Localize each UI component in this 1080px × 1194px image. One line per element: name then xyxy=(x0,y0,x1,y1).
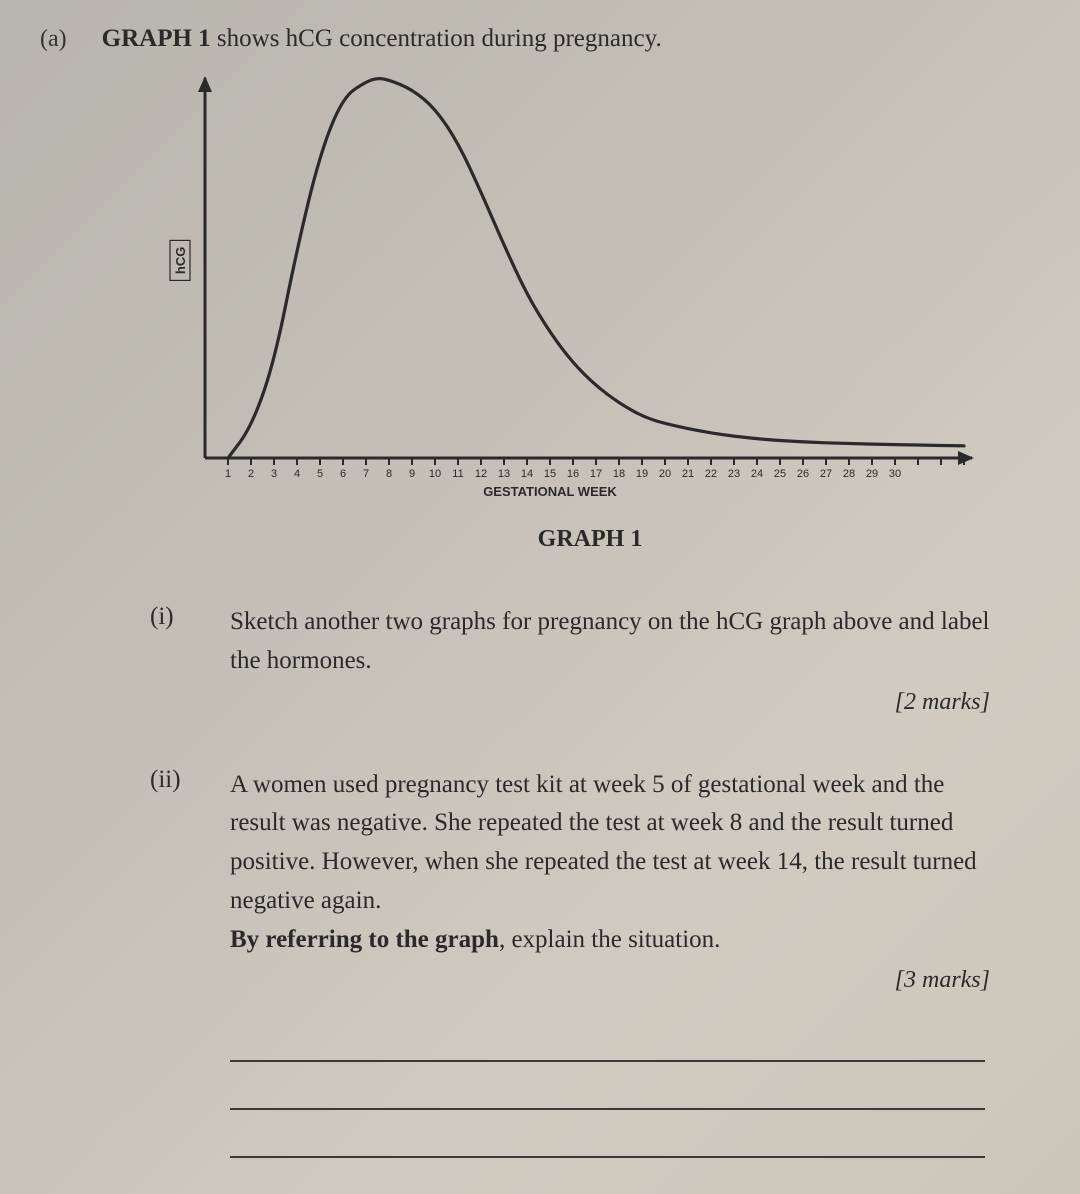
intro-bold: GRAPH 1 xyxy=(102,25,211,52)
answer-line xyxy=(230,1014,985,1062)
svg-text:22: 22 xyxy=(705,468,717,480)
svg-text:7: 7 xyxy=(363,468,369,480)
graph-caption: GRAPH 1 xyxy=(140,526,1040,553)
svg-text:27: 27 xyxy=(820,468,832,480)
sub-question-i: (i) Sketch another two graphs for pregna… xyxy=(150,603,990,681)
svg-text:28: 28 xyxy=(843,468,855,480)
svg-text:9: 9 xyxy=(409,468,415,480)
svg-text:26: 26 xyxy=(797,468,809,480)
hcg-graph: 1234567891011121314151617181920212223242… xyxy=(160,68,980,508)
question-number: (a) xyxy=(40,26,67,53)
sub-ii-bold: By referring to the graph xyxy=(230,926,499,953)
question-header: (a) GRAPH 1 shows hCG concentration duri… xyxy=(40,25,1040,53)
svg-text:10: 10 xyxy=(429,468,441,480)
svg-text:14: 14 xyxy=(521,468,533,480)
svg-text:13: 13 xyxy=(498,468,510,480)
svg-text:25: 25 xyxy=(774,468,786,480)
sub-i-number: (i) xyxy=(150,603,195,681)
svg-text:2: 2 xyxy=(248,468,254,480)
svg-text:24: 24 xyxy=(751,468,763,480)
svg-text:1: 1 xyxy=(225,468,231,480)
sub-ii-text-2: , explain the situation. xyxy=(499,926,720,953)
exam-page: (a) GRAPH 1 shows hCG concentration duri… xyxy=(0,0,1080,1194)
svg-text:17: 17 xyxy=(590,468,602,480)
intro-rest: shows hCG concentration during pregnancy… xyxy=(211,25,662,52)
svg-text:30: 30 xyxy=(889,468,901,480)
svg-text:18: 18 xyxy=(613,468,625,480)
svg-text:19: 19 xyxy=(636,468,648,480)
svg-text:20: 20 xyxy=(659,468,671,480)
marks-italic-2: marks xyxy=(922,967,981,993)
answer-line xyxy=(230,1062,985,1110)
svg-text:23: 23 xyxy=(728,468,740,480)
sub-i-marks: [2 marks] xyxy=(40,689,990,716)
svg-text:16: 16 xyxy=(567,468,579,480)
svg-text:8: 8 xyxy=(386,468,392,480)
answer-lines xyxy=(230,1014,985,1158)
svg-text:GESTATIONAL WEEK: GESTATIONAL WEEK xyxy=(483,484,617,499)
svg-text:11: 11 xyxy=(452,468,463,480)
svg-text:5: 5 xyxy=(317,468,323,480)
svg-text:3: 3 xyxy=(271,468,277,480)
svg-text:6: 6 xyxy=(340,468,346,480)
svg-text:hCG: hCG xyxy=(173,247,188,274)
svg-text:29: 29 xyxy=(866,468,878,480)
question-intro: GRAPH 1 shows hCG concentration during p… xyxy=(102,25,662,53)
sub-ii-marks: [3 marks] xyxy=(40,967,990,994)
marks-italic: marks xyxy=(922,689,981,715)
sub-ii-text-1: A women used pregnancy test kit at week … xyxy=(230,771,977,914)
svg-text:21: 21 xyxy=(682,468,694,480)
svg-text:12: 12 xyxy=(475,468,487,480)
answer-line xyxy=(230,1110,985,1158)
sub-question-ii: (ii) A women used pregnancy test kit at … xyxy=(150,766,990,960)
svg-text:15: 15 xyxy=(544,468,556,480)
sub-ii-number: (ii) xyxy=(150,766,195,960)
sub-ii-text: A women used pregnancy test kit at week … xyxy=(230,766,990,960)
graph-container: 1234567891011121314151617181920212223242… xyxy=(160,68,1040,553)
sub-i-text: Sketch another two graphs for pregnancy … xyxy=(230,603,990,681)
svg-text:4: 4 xyxy=(294,468,300,480)
